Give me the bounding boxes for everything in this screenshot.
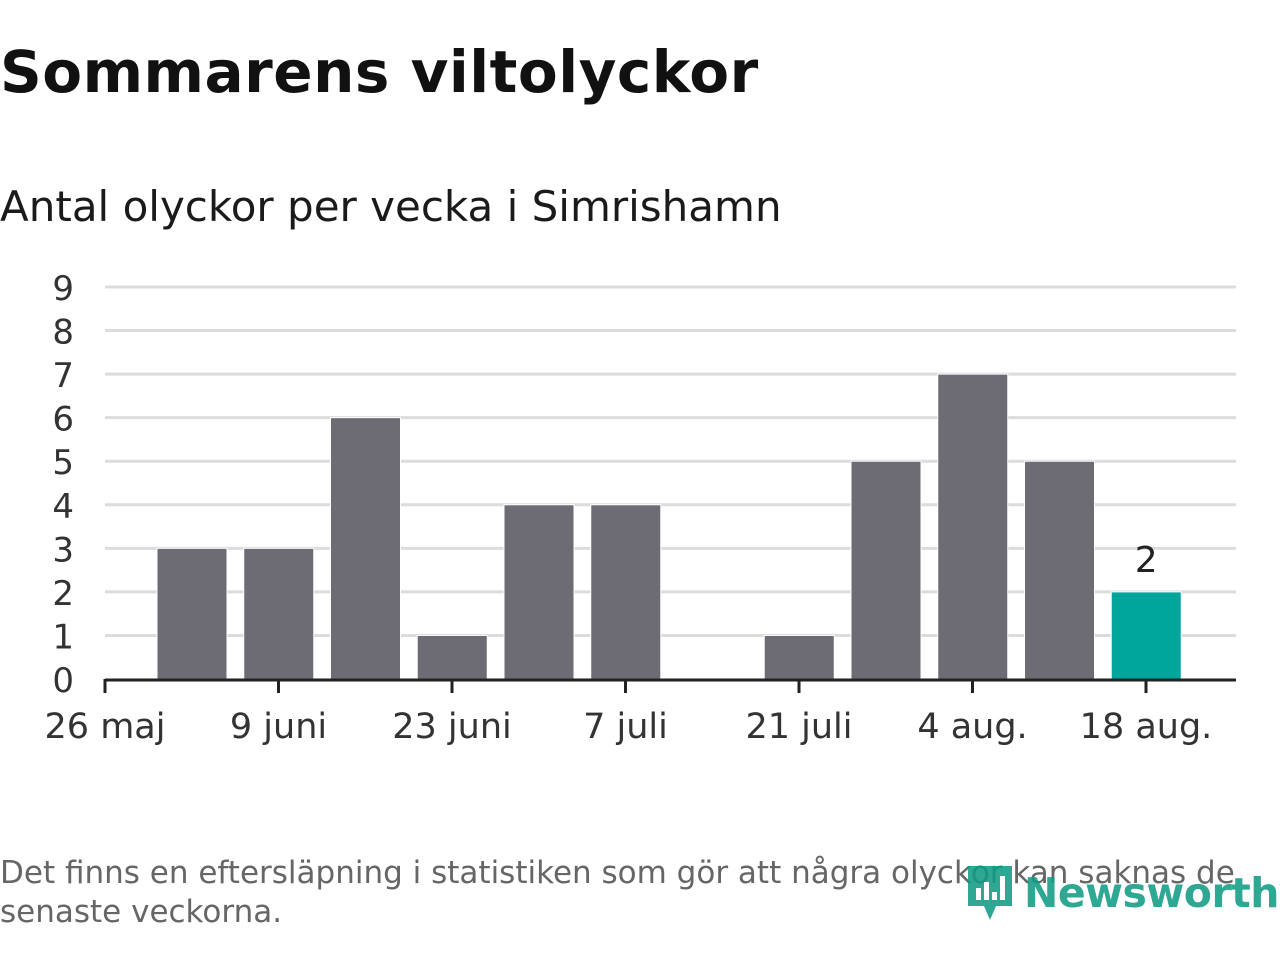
bar [763, 634, 835, 680]
bar [416, 634, 488, 680]
bar [1024, 460, 1095, 680]
y-tick-label: 5 [52, 443, 74, 483]
y-tick-label: 6 [52, 400, 74, 440]
y-tick-label: 9 [52, 269, 74, 309]
bar [156, 547, 228, 680]
bar [330, 417, 401, 680]
y-tick-label: 1 [52, 617, 74, 657]
x-tick-label: 4 aug. [917, 707, 1027, 747]
footnote: Det finns en eftersläpning i statistiken… [0, 855, 1235, 930]
x-axis [103, 678, 1236, 693]
y-tick-label: 2 [52, 574, 74, 614]
x-tick-label: 18 aug. [1080, 707, 1213, 747]
newsworthy-logo: Newsworthy [964, 862, 1280, 924]
x-tick-label: 26 maj [45, 707, 166, 747]
y-tick-label: 7 [52, 356, 74, 396]
x-axis-tick-labels: 26 maj 9 juni 23 juni 7 juli 21 juli 4 aug. 18… [45, 707, 1213, 747]
bar-value-label: 2 [1135, 540, 1158, 581]
logo-text: Newsworthy [1024, 869, 1280, 917]
highlighted-bar [1110, 591, 1182, 680]
y-tick-label: 4 [52, 487, 74, 527]
y-tick-label: 0 [52, 661, 74, 701]
x-tick-label: 7 juli [583, 707, 668, 747]
bar [590, 504, 662, 680]
x-tick-label: 23 juni [392, 707, 511, 747]
chart-subtitle: Antal olyckor per vecka i Simrishamn [0, 182, 782, 231]
bar [503, 504, 575, 680]
x-tick-label: 21 juli [745, 707, 852, 747]
chart-title: Sommarens viltolyckor [0, 38, 759, 106]
y-tick-label: 3 [52, 530, 74, 570]
bar [850, 460, 922, 680]
bars: 2 [156, 373, 1182, 680]
bar [243, 547, 315, 680]
y-tick-label: 8 [52, 313, 74, 353]
bar [937, 373, 1009, 680]
bar-chart-pin-icon [968, 866, 1012, 920]
x-tick-label: 9 juni [230, 707, 327, 747]
